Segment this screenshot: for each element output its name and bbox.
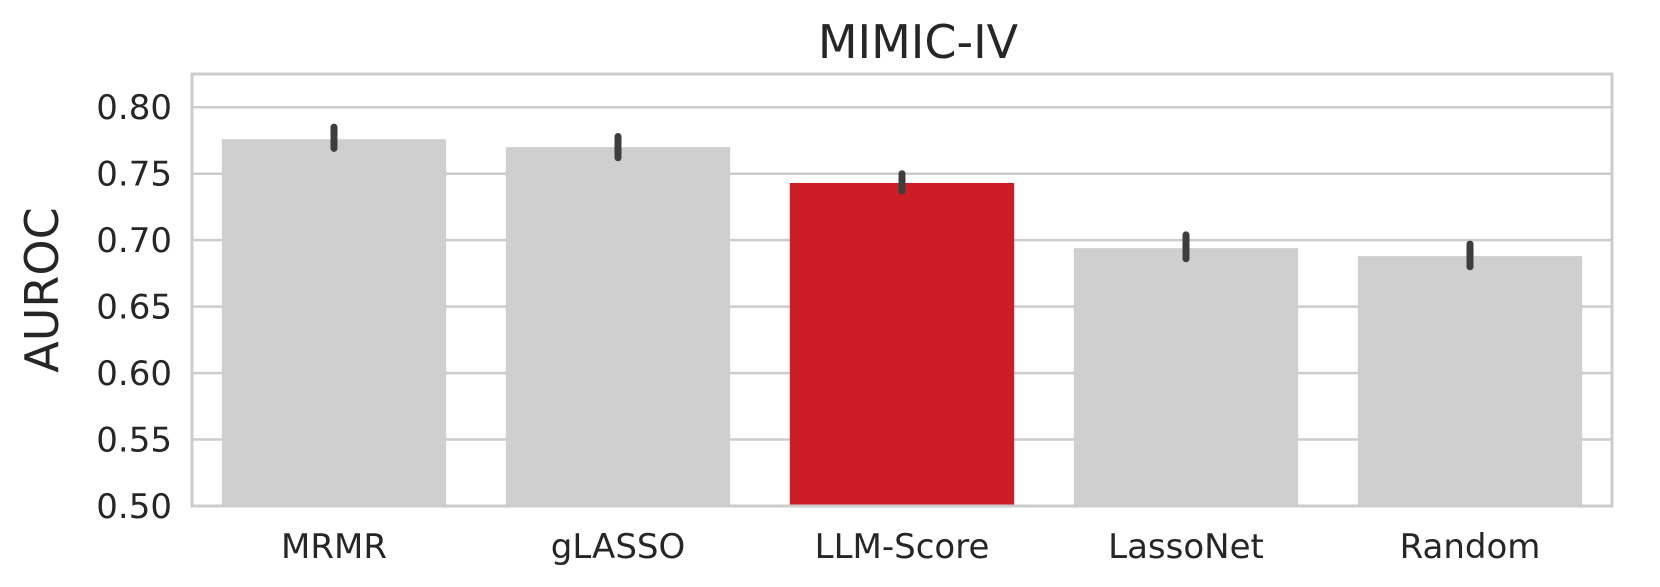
plot-frame bbox=[190, 72, 1614, 508]
x-tick-labels: MRMR gLASSO LLM-Score LassoNet Random bbox=[281, 527, 1540, 567]
y-tick-label: 0.75 bbox=[96, 155, 172, 195]
y-tick-label: 0.65 bbox=[96, 288, 172, 328]
x-tick-label: LassoNet bbox=[1108, 527, 1264, 567]
y-axis-label: AUROC bbox=[15, 207, 69, 372]
y-tick-label: 0.70 bbox=[96, 221, 172, 261]
bar-random bbox=[1357, 256, 1583, 506]
x-tick-label: Random bbox=[1400, 527, 1541, 567]
x-tick-label: LLM-Score bbox=[815, 527, 990, 567]
chart-title: MIMIC-IV bbox=[818, 15, 1019, 69]
bar-mrmr bbox=[221, 139, 447, 506]
x-tick-label: MRMR bbox=[281, 527, 387, 567]
bar-llm-score bbox=[789, 182, 1015, 506]
y-tick-label: 0.80 bbox=[96, 88, 172, 128]
y-tick-label: 0.55 bbox=[96, 421, 172, 461]
y-tick-labels: 0.50 0.55 0.60 0.65 0.70 0.75 0.80 bbox=[96, 88, 172, 527]
y-tick-label: 0.60 bbox=[96, 354, 172, 394]
x-tick-label: gLASSO bbox=[551, 527, 686, 567]
bar-glasso bbox=[505, 147, 731, 506]
y-tick-label: 0.50 bbox=[96, 487, 172, 527]
error-bars bbox=[330, 123, 1474, 271]
bar-lassonet bbox=[1073, 248, 1299, 507]
bars bbox=[221, 139, 1583, 507]
